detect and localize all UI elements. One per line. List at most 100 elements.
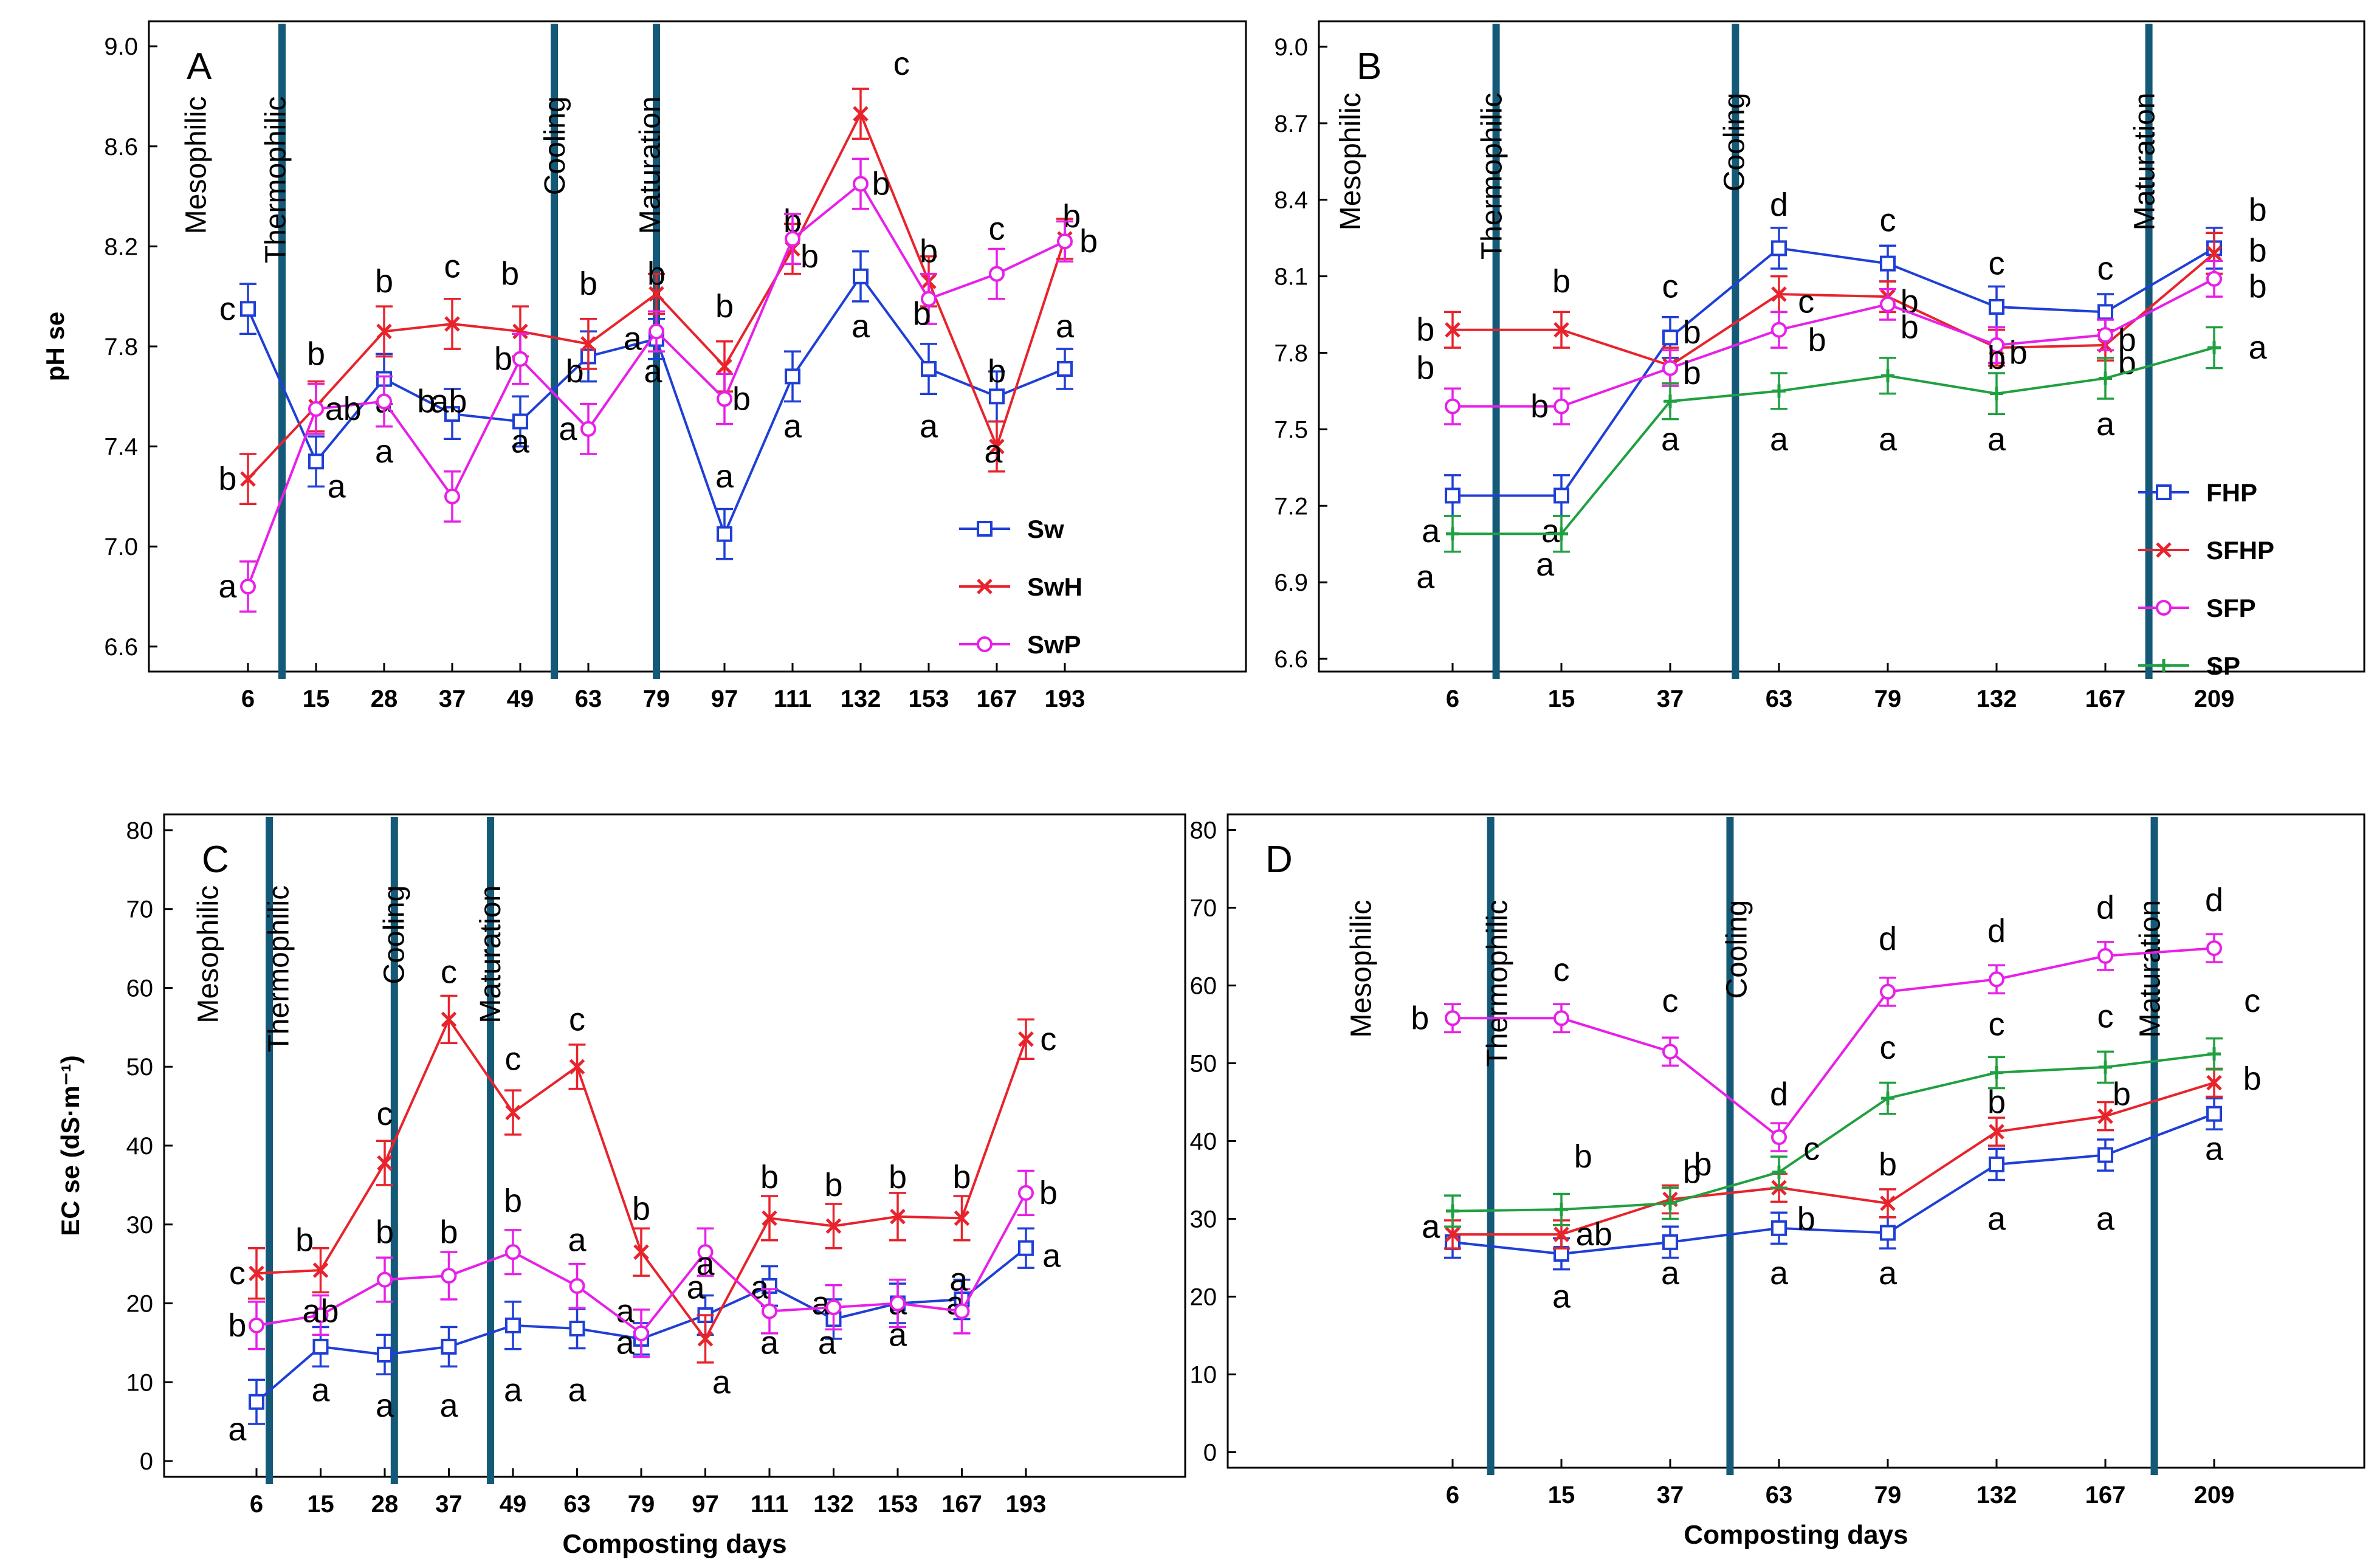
panel-a-series-swh-sig-letter: b: [920, 233, 938, 270]
panel-a-series-sw-sig-letter: a: [1056, 308, 1075, 345]
panel-c-x-title: Composting days: [562, 1529, 786, 1559]
phase-label: Cooling: [1721, 900, 1753, 999]
panel-d-series-sp: ab b ccc c c: [1422, 983, 2260, 1245]
panel-b-series-sfp-marker: [1880, 296, 1896, 312]
panel-c: C 0 10 20 30 40 50 60 70 80 6 15 28 37 49 63 79 97 111 132 1…: [56, 813, 1186, 1559]
x-tick-label: 132: [841, 686, 881, 712]
panel-c-series-swh-sig-letter: c: [441, 954, 457, 991]
panel-a-series-swh-marker: [376, 323, 392, 340]
panel-d-series-sp-sig-letter: c: [1989, 1006, 2005, 1043]
panel-b-series-sp-sig-letter: a: [2249, 329, 2268, 366]
panel-b: B 6.6 6.9 7.2 7.5 7.8 8.1 8.4 8.7 9.0 6 15 37 63 79 132…: [1274, 20, 2365, 712]
phase-label: Thermophilic: [1482, 900, 1514, 1067]
phase-label: Thermophilic: [263, 885, 295, 1053]
x-tick-label: 79: [1874, 1482, 1902, 1508]
panel-b-series-sfp-sig-letter: b: [1683, 355, 1701, 391]
panel-a-series-swp-sig-letter: b: [872, 166, 890, 202]
panel-c-series-swp-sig-letter: b: [504, 1183, 522, 1219]
panel-c-series-swh-sig-letter: c: [569, 1001, 585, 1037]
panel-c-series-swh-marker: [441, 1011, 457, 1028]
y-tick-label: 40: [1190, 1129, 1217, 1155]
panel-c-series-swh-marker: [1018, 1031, 1034, 1047]
panel-a-series-swp-sig-letter: ab: [430, 383, 467, 420]
x-tick-label: 79: [643, 686, 670, 712]
x-tick-label: 15: [303, 686, 330, 712]
panel-b-series-sp-marker: [1990, 387, 2003, 401]
x-tick-label: 193: [1006, 1491, 1047, 1518]
panel-b-series-sp-marker: [1772, 384, 1786, 398]
panel-d-series-fhp-marker: [2097, 1147, 2113, 1163]
panel-d-series-sfhp-sig-letter: a: [1422, 1208, 1440, 1245]
panel-c-series-swp-sig-letter: a: [949, 1262, 968, 1298]
panel-a-series-sw-marker: [444, 406, 460, 422]
panel-a-legend: Sw SwH SwP: [959, 515, 1082, 659]
panel-b-series-sfp-sig-letter: b: [1416, 350, 1434, 387]
panel-d-series-fhp-sig-letter: a: [1422, 1208, 1440, 1245]
panel-b-series-sp-sig-letter: a: [1879, 421, 1897, 458]
y-tick-label: 7.4: [104, 434, 138, 461]
panel-d-series-sp-sig-letter: c: [1880, 1030, 1896, 1066]
x-tick-label: 49: [507, 686, 534, 712]
x-tick-label: 167: [2085, 1482, 2126, 1508]
panel-b-series-fhp-line: [1453, 247, 2215, 497]
panel-d-frame: [1227, 813, 2365, 1469]
panel-a-series-sw-sig-letter: a: [511, 423, 530, 459]
x-tick-label: 37: [1657, 1482, 1684, 1508]
panel-c-series-swh-sig-letter: a: [712, 1364, 731, 1400]
y-tick-label: 10: [126, 1369, 154, 1396]
panel-c-series-swh-sig-letter: b: [952, 1159, 971, 1195]
x-tick-label: 111: [751, 1491, 788, 1518]
panel-d-series-sp-marker: [1664, 1196, 1677, 1210]
panel-c-series-swh-marker: [825, 1218, 842, 1234]
panel-c-series-swh-sig-letter: b: [632, 1191, 650, 1227]
panel-d-series-fhp-sig-letter: a: [1552, 1278, 1571, 1315]
panel-d-series-sfhp-sig-letter: b: [1797, 1200, 1815, 1237]
panel-b-series-fhp-marker: [1553, 487, 1569, 504]
panel-c-series-swh-sig-letter: b: [295, 1222, 314, 1259]
panel-a-series-swp-marker: [717, 391, 732, 407]
panel-a-series-swp-sig-letter: b: [800, 238, 819, 275]
x-tick-label: 63: [575, 686, 602, 712]
panel-b-series-sfhp-marker: [2206, 246, 2222, 261]
panel-a-y-axis: 6.6 7.0 7.4 7.8 8.2 8.6 9.0: [104, 33, 157, 661]
panel-a-series-swp-marker: [989, 266, 1005, 282]
panel-c-series-swp-marker: [505, 1244, 521, 1260]
panel-d-series-sp-marker: [2207, 1047, 2221, 1061]
panel-d-series-sfp-sig-letter: c: [1662, 983, 1679, 1019]
panel-d-series-fhp-sig-letter: a: [1661, 1255, 1680, 1291]
panel-d-series-sp-marker: [1772, 1165, 1786, 1179]
x-tick-label: 28: [371, 686, 398, 712]
panel-b-series-fhp-marker: [1989, 298, 2004, 315]
panel-b-series-sp-line: [1453, 346, 2215, 535]
panel-b-series-sfp-line: [1453, 278, 2215, 408]
panel-d-series-sp-marker: [1446, 1204, 1459, 1218]
panel-c-series-swp-sig-letter: a: [760, 1324, 779, 1361]
panel-a-series-swp-sig-letter: b: [913, 296, 931, 332]
x-tick-label: 167: [977, 686, 1017, 712]
panel-d-series-fhp-marker: [1771, 1220, 1787, 1236]
panel-a-series-sw-sig-letter: b: [417, 383, 435, 420]
panel-c-series-swp-sig-letter: a: [568, 1222, 587, 1259]
y-tick-label: 20: [126, 1291, 154, 1318]
panel-c-series-swp-sig-letter: a: [616, 1324, 635, 1361]
panel-a-series-swp-sig-letter: a: [375, 433, 394, 470]
panel-d-series-sp-line: [1452, 1053, 2215, 1212]
panel-b-series-sfp-sig-letter: b: [1987, 340, 2006, 376]
panel-b-series-fhp-sig-letter: c: [1662, 268, 1679, 304]
panel-b-series-sfp-sig-letter: b: [1901, 309, 1919, 346]
panel-a-series-swh-marker: [989, 438, 1005, 455]
panel-c-label: C: [202, 839, 229, 881]
y-tick-label: 8.1: [1274, 264, 1308, 291]
panel-d-series-sp-marker: [1990, 1065, 2003, 1079]
y-tick-label: 7.0: [104, 534, 138, 560]
phase-label: Mesophilic: [181, 96, 213, 234]
panel-b-series-sp: a aa a a a aa: [1416, 326, 2268, 596]
panel-d-series-sfp-sig-letter: d: [2205, 882, 2223, 918]
panel-b-y-axis: 6.6 6.9 7.2 7.5 7.8 8.1 8.4 8.7 9.0: [1274, 34, 1327, 673]
x-tick-label: 63: [563, 1491, 591, 1518]
y-tick-label: 40: [126, 1133, 154, 1160]
panel-d-x-axis: 6 15 37 63 79 132 167 209: [1446, 1459, 2234, 1508]
panel-d-series-sp-sig-letter: b: [1694, 1146, 1712, 1183]
x-tick-label: 15: [1548, 686, 1575, 712]
panel-a-series-sw-marker: [989, 388, 1005, 405]
